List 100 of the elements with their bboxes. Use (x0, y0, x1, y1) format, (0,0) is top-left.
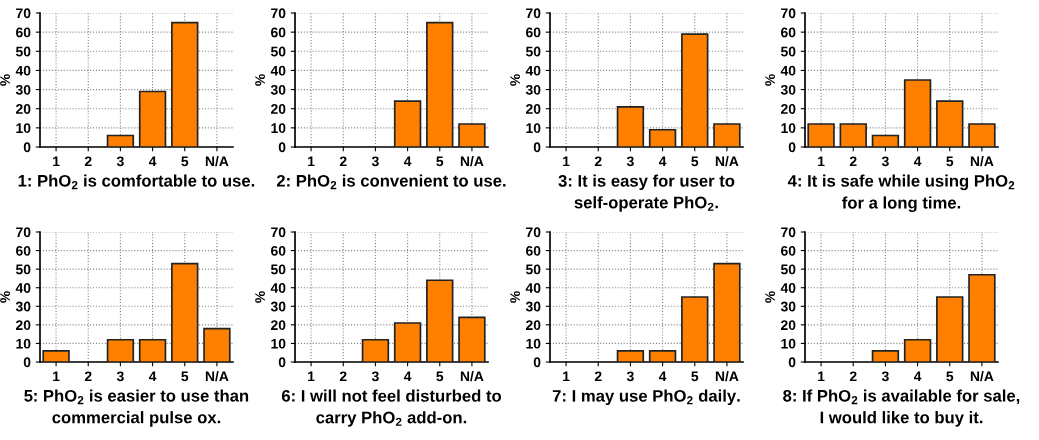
bar (393, 100, 422, 147)
x-tick-label: 5 (436, 156, 444, 167)
bar (171, 21, 199, 147)
y-tick-label: 0 (533, 357, 541, 368)
y-tick-label: 40 (525, 283, 541, 293)
x-tick-label: N/A (715, 371, 739, 382)
y-axis-title: % (255, 74, 265, 86)
y-tick-label: 40 (270, 65, 286, 76)
y-tick-label: 0 (278, 142, 286, 153)
y-tick-label: 50 (525, 264, 541, 275)
x-tick-label: 4 (403, 156, 412, 167)
x-tick-label: 3 (116, 156, 124, 167)
x-tick-label: 5 (181, 371, 189, 382)
x-tick-label: 4 (658, 156, 667, 167)
y-tick-label: 40 (780, 283, 796, 293)
x-tick-label: N/A (205, 156, 229, 167)
y-tick-label: 60 (16, 27, 31, 38)
y-tick-label: 30 (525, 301, 541, 312)
x-tick-label: 4 (148, 156, 157, 167)
x-tick-label: 1 (563, 156, 570, 167)
bar (42, 350, 70, 362)
x-tick-label: N/A (460, 156, 484, 167)
y-tick-label: 40 (15, 283, 31, 293)
x-tick-label: 3 (371, 156, 379, 167)
y-tick-label: 40 (270, 283, 286, 293)
x-tick-label: 1 (308, 156, 315, 167)
y-tick-label: 20 (526, 320, 541, 331)
x-tick-label: N/A (715, 156, 739, 167)
y-tick-label: 10 (16, 338, 31, 349)
y-tick-label: 0 (23, 357, 31, 368)
bar (871, 350, 900, 362)
x-tick-label: 2 (339, 156, 347, 167)
y-tick-label: 0 (788, 142, 796, 153)
y-tick-label: 10 (526, 123, 541, 134)
bar (616, 350, 645, 362)
y-tick-label: 0 (23, 142, 31, 153)
y-tick-label: 20 (16, 104, 31, 114)
y-tick-label: 10 (271, 123, 286, 134)
y-tick-label: 10 (271, 338, 286, 349)
x-axis-title: 7: I may use PhO$_{2}$ daily. (552, 389, 740, 406)
x-tick-label: 1 (563, 371, 570, 382)
x-tick-label: 1 (818, 371, 825, 382)
y-tick-label: 30 (780, 301, 796, 312)
y-tick-label: 0 (788, 357, 796, 368)
y-axis-title: % (765, 74, 775, 86)
bar (106, 338, 135, 362)
y-tick-label: 10 (781, 338, 796, 349)
bar (936, 296, 964, 362)
y-tick-label: 20 (781, 104, 796, 114)
bar (426, 279, 454, 362)
x-tick-label: 1 (308, 371, 315, 382)
y-tick-label: 0 (533, 142, 541, 153)
y-tick-label: 70 (271, 227, 286, 238)
x-axis-title: 6: I will not feel disturbed to carry PhO$_{2}$ add-on. (281, 389, 502, 427)
y-tick-label: 40 (15, 65, 31, 76)
x-axis-title: 3: It is easy for user to self-operate PhO$_{2}$. (558, 174, 735, 212)
bar (839, 123, 867, 147)
y-tick-label: 20 (526, 104, 541, 114)
bar (871, 134, 900, 147)
x-tick-label: 2 (84, 371, 92, 382)
bar (458, 123, 486, 147)
y-tick-label: 30 (15, 301, 31, 312)
bar (713, 262, 741, 362)
x-tick-label: 3 (371, 371, 379, 382)
x-tick-label: 5 (946, 371, 954, 382)
x-tick-label: 2 (594, 371, 602, 382)
x-tick-label: 1 (53, 371, 60, 382)
x-tick-label: 3 (626, 371, 634, 382)
y-tick-label: 20 (271, 104, 286, 114)
bar (968, 123, 996, 147)
bar (681, 296, 709, 362)
x-tick-label: 3 (116, 371, 124, 382)
y-tick-label: 60 (781, 245, 796, 256)
x-tick-label: 1 (818, 156, 825, 167)
x-tick-label: 2 (849, 371, 857, 382)
x-tick-label: N/A (205, 371, 229, 382)
y-tick-label: 60 (526, 27, 541, 38)
bar (648, 350, 677, 362)
y-tick-label: 70 (781, 8, 796, 19)
x-tick-label: 2 (849, 156, 857, 167)
y-tick-label: 20 (781, 320, 796, 331)
y-axis-title: % (510, 74, 520, 86)
y-tick-label: 30 (270, 301, 286, 312)
y-tick-label: 50 (780, 46, 796, 57)
bar (138, 90, 167, 147)
y-tick-label: 70 (16, 8, 31, 19)
x-tick-label: 5 (691, 156, 699, 167)
y-tick-label: 10 (16, 123, 31, 134)
bar (138, 338, 167, 362)
x-tick-label: 2 (594, 156, 602, 167)
y-tick-label: 40 (525, 65, 541, 76)
y-tick-label: 70 (271, 8, 286, 19)
y-tick-label: 70 (16, 227, 31, 238)
y-tick-label: 10 (526, 338, 541, 349)
y-tick-label: 20 (16, 320, 31, 331)
bar (393, 322, 422, 362)
y-tick-label: 70 (781, 227, 796, 238)
y-axis-title: % (510, 291, 520, 303)
bar (458, 316, 486, 362)
x-tick-label: 5 (436, 371, 444, 382)
